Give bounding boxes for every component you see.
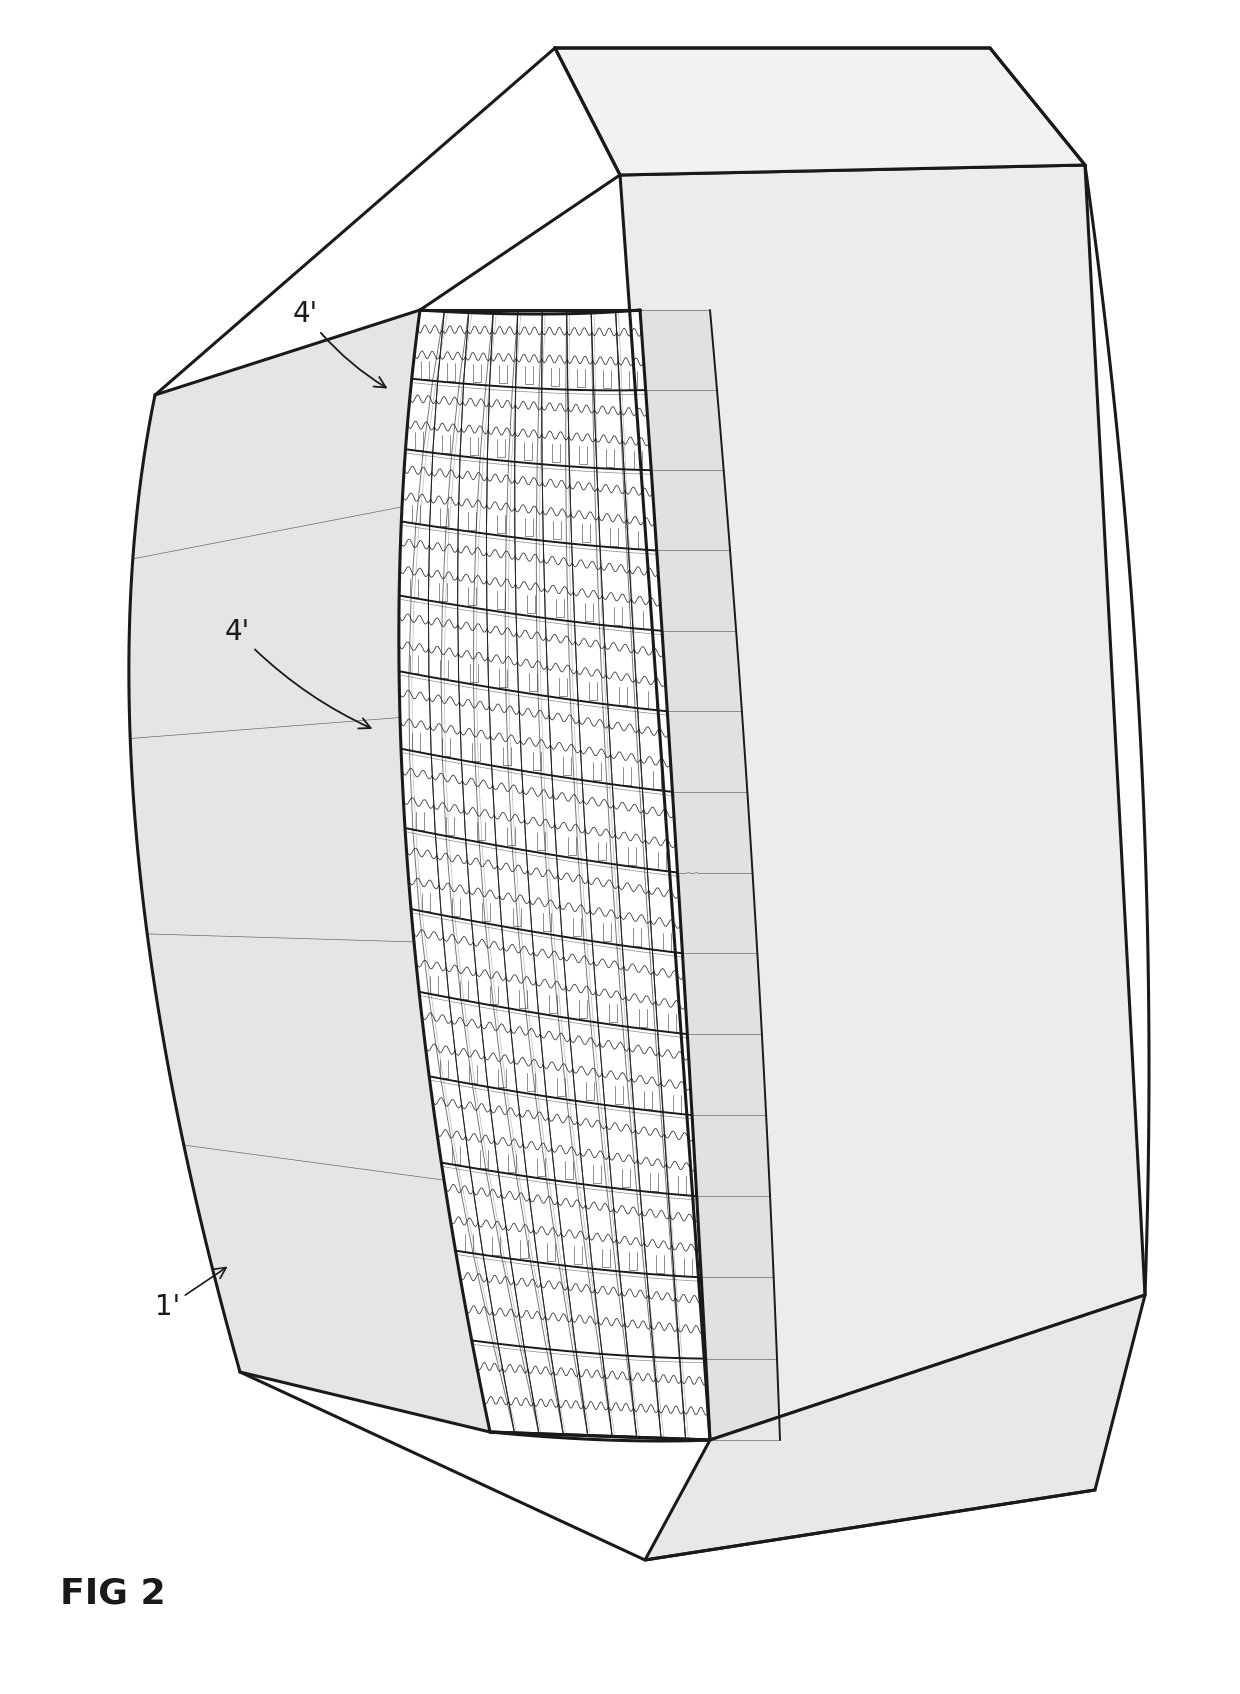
Polygon shape: [129, 310, 490, 1431]
Polygon shape: [399, 310, 711, 1440]
Text: FIG 2: FIG 2: [60, 1575, 166, 1609]
Polygon shape: [620, 164, 1145, 1440]
Polygon shape: [556, 47, 1085, 174]
Text: 4': 4': [293, 300, 386, 388]
Polygon shape: [645, 1294, 1145, 1560]
Text: 4': 4': [224, 618, 371, 728]
Polygon shape: [640, 310, 780, 1440]
Text: 1': 1': [155, 1267, 226, 1321]
